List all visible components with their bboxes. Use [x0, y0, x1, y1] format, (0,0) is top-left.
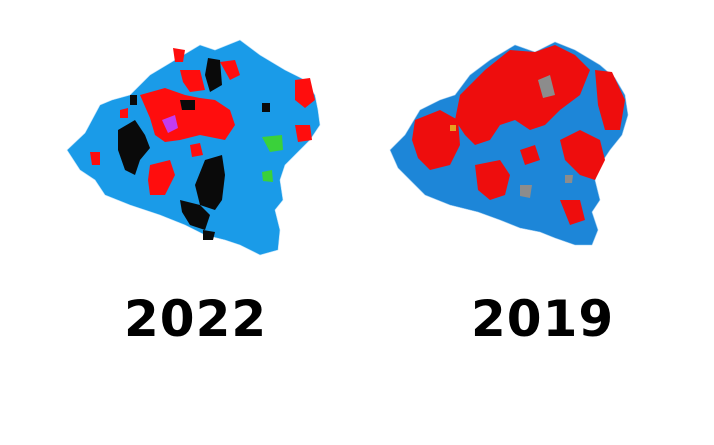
map-2019-red-regions: [412, 45, 625, 225]
year-label-2019: 2019: [471, 290, 615, 348]
map-2022-black-regions: [118, 58, 270, 240]
map-2022-red-regions: [90, 48, 315, 195]
map-2019: [389, 41, 629, 246]
map-2019-minor-regions: [450, 75, 573, 198]
map-2022: [66, 39, 321, 256]
map-2022-minor-regions: [162, 115, 283, 182]
year-label-2022: 2022: [124, 290, 268, 348]
